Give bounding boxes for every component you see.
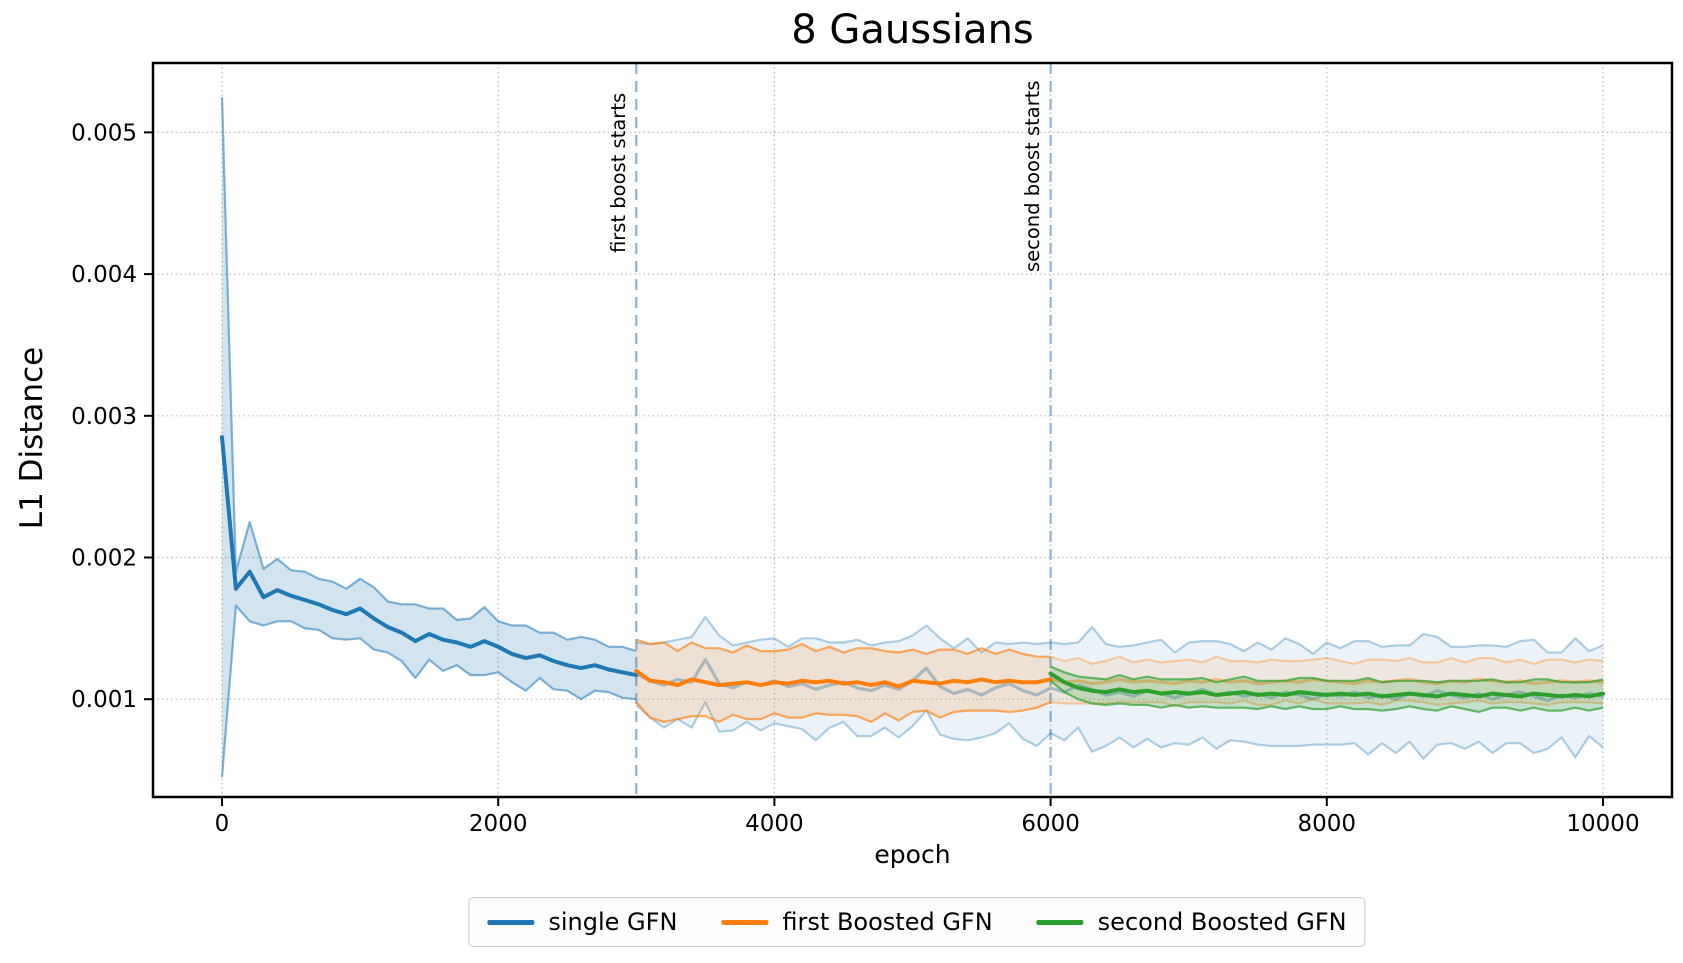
- legend-label-single-gfn: single GFN: [548, 908, 678, 936]
- series-single-gfn-continued-band-upper: [636, 615, 1604, 656]
- series-first-boosted-gfn-line: [634, 668, 1053, 689]
- x-tick-label: 2000: [469, 811, 528, 837]
- y-tick-label: 0.001: [71, 687, 137, 713]
- second-boost-annotation: second boost starts: [1021, 80, 1044, 272]
- y-tick-label: 0.002: [71, 546, 137, 572]
- legend-item-second-boosted-gfn: second Boosted GFN: [1036, 908, 1347, 936]
- series-second-boosted-gfn-line: [1048, 671, 1605, 699]
- series-first-boosted-gfn-continued-band-upper: [1050, 655, 1604, 665]
- x-axis-label: epoch: [874, 840, 951, 869]
- x-tick-label: 0: [215, 811, 230, 837]
- legend: single GFN first Boosted GFN second Boos…: [468, 897, 1366, 947]
- plot-frame: [151, 61, 1674, 799]
- series-second-boosted-gfn-band-lower: [1049, 679, 1604, 714]
- series-single-gfn-band-upper: [220, 96, 637, 653]
- legend-swatch-single-gfn: [487, 919, 535, 925]
- x-tick-label: 8000: [1298, 811, 1357, 837]
- legend-item-single-gfn: single GFN: [487, 908, 677, 936]
- y-tick-label: 0.005: [71, 120, 137, 146]
- y-axis-label: L1 Distance: [14, 346, 50, 530]
- legend-swatch-second-boosted-gfn: [1036, 919, 1084, 925]
- series-second-boosted-gfn-band: [1050, 666, 1603, 712]
- series-single-gfn-band-lower: [220, 604, 637, 778]
- series-single-gfn-line: [220, 435, 639, 678]
- series-first-boosted-gfn-continued-band-lower: [1050, 698, 1604, 708]
- legend-swatch-first-boosted-gfn: [721, 919, 769, 925]
- series-second-boosted-gfn-band-upper: [1050, 665, 1604, 684]
- series-single-gfn-continued-line: [634, 657, 1605, 703]
- x-tick-label: 4000: [745, 811, 804, 837]
- series-single-gfn-band: [222, 97, 637, 778]
- series-first-boosted-gfn-band: [636, 639, 1051, 722]
- series-first-boosted-gfn-band-upper: [635, 638, 1051, 658]
- x-tick-label: 6000: [1021, 811, 1080, 837]
- legend-label-second-boosted-gfn: second Boosted GFN: [1097, 908, 1347, 936]
- x-tick-label: 10000: [1566, 811, 1639, 837]
- chart-title: 8 Gaussians: [791, 7, 1034, 53]
- y-tick-label: 0.003: [71, 404, 137, 430]
- legend-label-first-boosted-gfn: first Boosted GFN: [782, 908, 993, 936]
- legend-item-first-boosted-gfn: first Boosted GFN: [721, 908, 993, 936]
- first-boost-annotation: first boost starts: [607, 92, 630, 253]
- series-single-gfn-continued-band-lower: [635, 700, 1604, 760]
- series-first-boosted-gfn-band-lower: [635, 701, 1052, 724]
- y-tick-label: 0.004: [71, 262, 137, 288]
